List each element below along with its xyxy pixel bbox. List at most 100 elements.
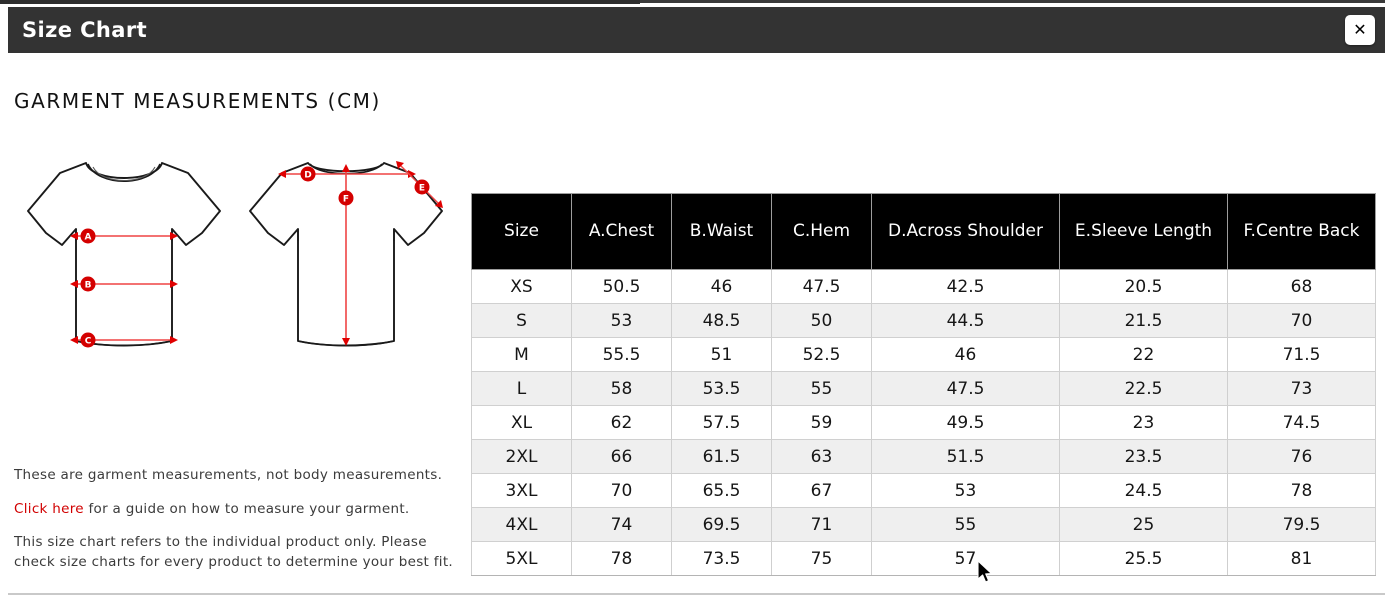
page-title: GARMENT MEASUREMENTS (CM) (14, 89, 381, 113)
cell-across-shoulder: 53 (871, 473, 1060, 508)
table-row: 4XL 74 69.5 71 55 25 79.5 (471, 507, 1376, 542)
cell-chest: 55.5 (571, 337, 672, 372)
col-header-centre-back: F.Centre Back (1227, 193, 1376, 270)
note-garment-not-body: These are garment measurements, not body… (14, 467, 443, 483)
cell-centre-back: 68 (1227, 269, 1376, 304)
cell-sleeve-length: 23 (1059, 405, 1228, 440)
cell-chest: 66 (571, 439, 672, 474)
col-header-waist: B.Waist (671, 193, 772, 270)
cell-across-shoulder: 49.5 (871, 405, 1060, 440)
cell-sleeve-length: 21.5 (1059, 303, 1228, 338)
cell-size: M (471, 337, 572, 372)
close-icon[interactable]: ✕ (1345, 15, 1375, 45)
cell-chest: 50.5 (571, 269, 672, 304)
table-row: XL 62 57.5 59 49.5 23 74.5 (471, 405, 1376, 440)
marker-d-across-shoulder: D (300, 166, 316, 182)
cell-hem: 52.5 (771, 337, 872, 372)
size-chart-table: Size A.Chest B.Waist C.Hem D.Across Shou… (471, 193, 1376, 576)
svg-text:D: D (304, 171, 311, 181)
cell-size: L (471, 371, 572, 406)
table-row: M 55.5 51 52.5 46 22 71.5 (471, 337, 1376, 372)
col-header-across-shoulder: D.Across Shoulder (871, 193, 1060, 270)
cell-waist: 65.5 (671, 473, 772, 508)
cell-waist: 53.5 (671, 371, 772, 406)
col-header-hem: C.Hem (771, 193, 872, 270)
cell-sleeve-length: 25.5 (1059, 541, 1228, 576)
cell-waist: 61.5 (671, 439, 772, 474)
cell-sleeve-length: 25 (1059, 507, 1228, 542)
table-header-row: Size A.Chest B.Waist C.Hem D.Across Shou… (471, 193, 1376, 270)
cell-size: XS (471, 269, 572, 304)
cell-waist: 73.5 (671, 541, 772, 576)
table-row: L 58 53.5 55 47.5 22.5 73 (471, 371, 1376, 406)
modal-header: Size Chart ✕ (8, 7, 1385, 53)
col-header-size: Size (471, 193, 572, 270)
measure-guide-link[interactable]: Click here (14, 500, 84, 517)
col-header-sleeve-length: E.Sleeve Length (1059, 193, 1228, 270)
cell-centre-back: 78 (1227, 473, 1376, 508)
cell-hem: 55 (771, 371, 872, 406)
marker-f-centre-back: F (338, 190, 354, 206)
cell-waist: 51 (671, 337, 772, 372)
cell-across-shoulder: 44.5 (871, 303, 1060, 338)
cell-centre-back: 81 (1227, 541, 1376, 576)
marker-e-sleeve-length: E (414, 179, 430, 195)
table-row: 5XL 78 73.5 75 57 25.5 81 (471, 541, 1376, 576)
marker-a-chest: A (80, 228, 96, 244)
cell-hem: 50 (771, 303, 872, 338)
svg-text:A: A (85, 233, 92, 243)
cell-size: 2XL (471, 439, 572, 474)
page-background-strip (0, 0, 1385, 7)
cell-size: 4XL (471, 507, 572, 542)
marker-b-waist: B (80, 276, 96, 292)
cell-size: 3XL (471, 473, 572, 508)
cell-across-shoulder: 55 (871, 507, 1060, 542)
cell-hem: 59 (771, 405, 872, 440)
svg-text:B: B (85, 281, 92, 291)
cell-chest: 74 (571, 507, 672, 542)
cell-centre-back: 76 (1227, 439, 1376, 474)
cell-sleeve-length: 22 (1059, 337, 1228, 372)
cell-hem: 47.5 (771, 269, 872, 304)
cell-across-shoulder: 47.5 (871, 371, 1060, 406)
t-shirt-front-diagram: A B (27, 162, 221, 348)
cell-hem: 63 (771, 439, 872, 474)
t-shirt-back-diagram: D F (249, 161, 443, 347)
cell-chest: 53 (571, 303, 672, 338)
cell-hem: 75 (771, 541, 872, 576)
cell-chest: 70 (571, 473, 672, 508)
cell-size: 5XL (471, 541, 572, 576)
cell-sleeve-length: 24.5 (1059, 473, 1228, 508)
measurement-notes: These are garment measurements, not body… (14, 466, 454, 572)
svg-text:E: E (419, 184, 425, 194)
measurement-guide-panel: A B (8, 141, 468, 570)
table-row: XS 50.5 46 47.5 42.5 20.5 68 (471, 269, 1376, 304)
garment-diagrams: A B (8, 141, 468, 376)
table-row: S 53 48.5 50 44.5 21.5 70 (471, 303, 1376, 338)
cell-hem: 67 (771, 473, 872, 508)
svg-text:C: C (85, 337, 92, 347)
page-top-dark-strip-right (640, 0, 1385, 3)
size-chart-modal: Size Chart ✕ GARMENT MEASUREMENTS (CM) (8, 7, 1385, 595)
cell-chest: 78 (571, 541, 672, 576)
cell-chest: 62 (571, 405, 672, 440)
cell-across-shoulder: 46 (871, 337, 1060, 372)
col-header-chest: A.Chest (571, 193, 672, 270)
table-row: 2XL 66 61.5 63 51.5 23.5 76 (471, 439, 1376, 474)
note-measure-guide: Click here for a guide on how to measure… (14, 500, 454, 520)
cell-centre-back: 74.5 (1227, 405, 1376, 440)
cell-sleeve-length: 23.5 (1059, 439, 1228, 474)
size-table-container: Size A.Chest B.Waist C.Hem D.Across Shou… (471, 193, 1376, 576)
cell-size: S (471, 303, 572, 338)
cell-centre-back: 73 (1227, 371, 1376, 406)
cell-waist: 69.5 (671, 507, 772, 542)
page-top-dark-strip-left (0, 0, 640, 4)
table-row: 3XL 70 65.5 67 53 24.5 78 (471, 473, 1376, 508)
cell-across-shoulder: 57 (871, 541, 1060, 576)
cell-centre-back: 71.5 (1227, 337, 1376, 372)
marker-c-hem: C (80, 332, 96, 348)
cell-across-shoulder: 51.5 (871, 439, 1060, 474)
svg-text:F: F (343, 195, 349, 205)
note-measure-guide-rest: for a guide on how to measure your garme… (83, 500, 410, 517)
